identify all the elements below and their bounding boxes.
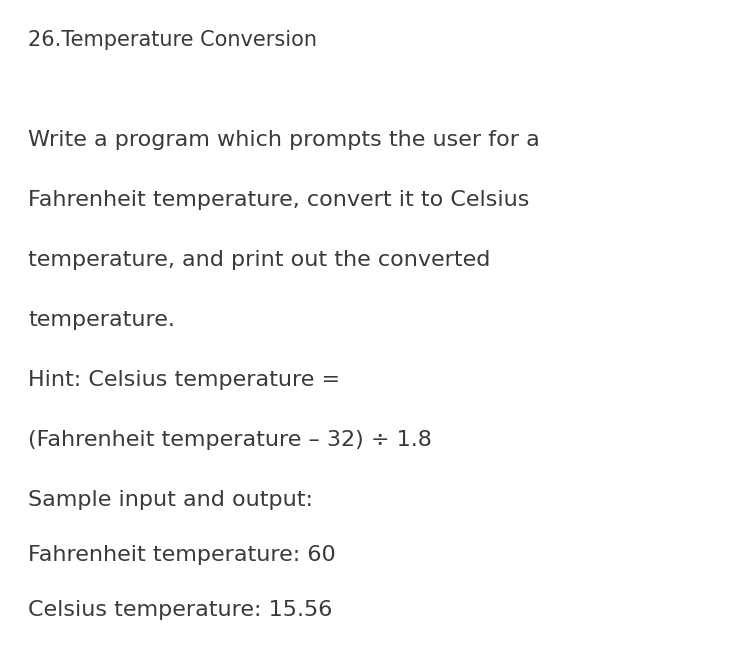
Text: temperature.: temperature. xyxy=(28,310,175,330)
Text: Celsius temperature: 15.56: Celsius temperature: 15.56 xyxy=(28,600,332,620)
Text: Write a program which prompts the user for a: Write a program which prompts the user f… xyxy=(28,130,540,150)
Text: 26.Temperature Conversion: 26.Temperature Conversion xyxy=(28,30,317,50)
Text: Sample input and output:: Sample input and output: xyxy=(28,490,313,510)
Text: temperature, and print out the converted: temperature, and print out the converted xyxy=(28,250,490,270)
Text: Hint: Celsius temperature =: Hint: Celsius temperature = xyxy=(28,370,340,390)
Text: (Fahrenheit temperature – 32) ÷ 1.8: (Fahrenheit temperature – 32) ÷ 1.8 xyxy=(28,430,432,450)
Text: Fahrenheit temperature, convert it to Celsius: Fahrenheit temperature, convert it to Ce… xyxy=(28,190,530,210)
Text: Fahrenheit temperature: 60: Fahrenheit temperature: 60 xyxy=(28,545,336,565)
